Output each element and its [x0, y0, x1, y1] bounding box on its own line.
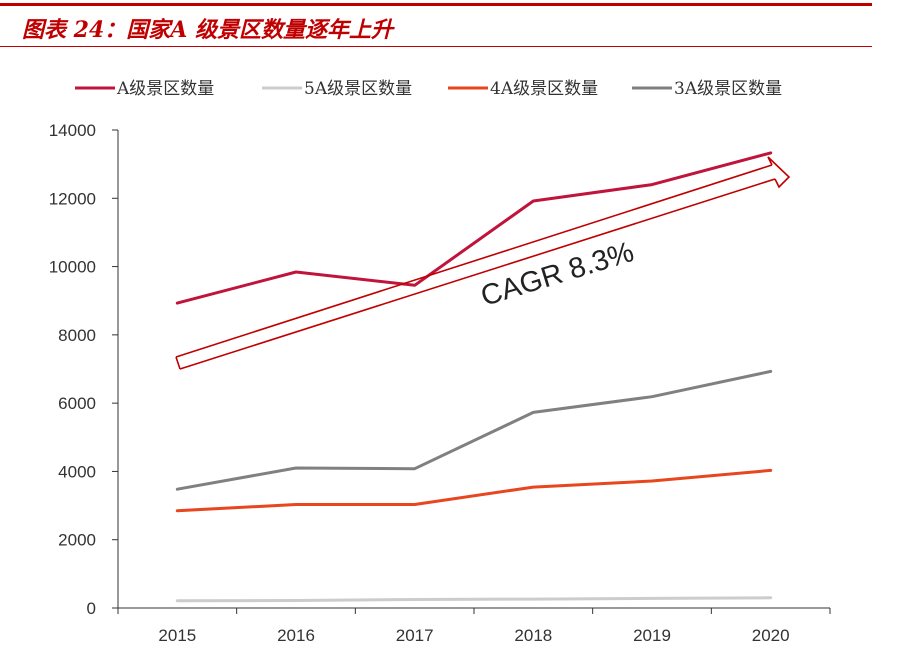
y-tick-label: 14000: [49, 121, 96, 140]
line-chart: A级景区数量 5A级景区数量 4A级景区数量 3A级景区数量 0 2000 4000 600…: [49, 79, 831, 645]
cagr-arrow-outline: [175, 156, 791, 370]
chart-series-lines: [175, 151, 773, 603]
legend-label-3: 3A级景区数量: [674, 79, 782, 99]
x-tick-label: 2018: [514, 626, 552, 645]
cagr-annotation: CAGR 8.3%: [175, 156, 791, 370]
y-tick-label: 12000: [49, 189, 96, 208]
y-tick-label: 0: [87, 599, 96, 618]
y-tick-label: 6000: [58, 394, 96, 413]
header-bottom-rule: [0, 46, 872, 47]
cagr-label: CAGR 8.3%: [477, 236, 637, 313]
y-tick-label: 8000: [58, 326, 96, 345]
series-line-3: [175, 369, 773, 491]
figure-title: 图表 24：国家A 级景区数量逐年上升: [22, 17, 394, 43]
chart-axes: 0 2000 4000 6000 8000 10000 12000 14000 2015 2016…: [49, 121, 831, 645]
x-tick-label: 2019: [633, 626, 671, 645]
series-line-2: [175, 468, 773, 513]
series-line-1: [175, 596, 773, 603]
legend-label-0: A级景区数量: [116, 79, 214, 99]
y-tick-label: 4000: [58, 462, 96, 481]
y-tick-label: 2000: [58, 531, 96, 550]
figure-header: 图表 24：国家A 级景区数量逐年上升: [0, 0, 872, 48]
y-tick-label: 10000: [49, 258, 96, 277]
legend-label-2: 4A级景区数量: [490, 79, 598, 99]
x-tick-label: 2020: [752, 626, 790, 645]
x-tick-label: 2017: [396, 626, 434, 645]
chart-legend: A级景区数量 5A级景区数量 4A级景区数量 3A级景区数量: [75, 79, 782, 99]
x-tick-label: 2015: [158, 626, 196, 645]
series-line-0: [175, 151, 773, 305]
legend-label-1: 5A级景区数量: [304, 79, 412, 99]
x-tick-label: 2016: [277, 626, 315, 645]
header-top-rule: [0, 3, 872, 6]
